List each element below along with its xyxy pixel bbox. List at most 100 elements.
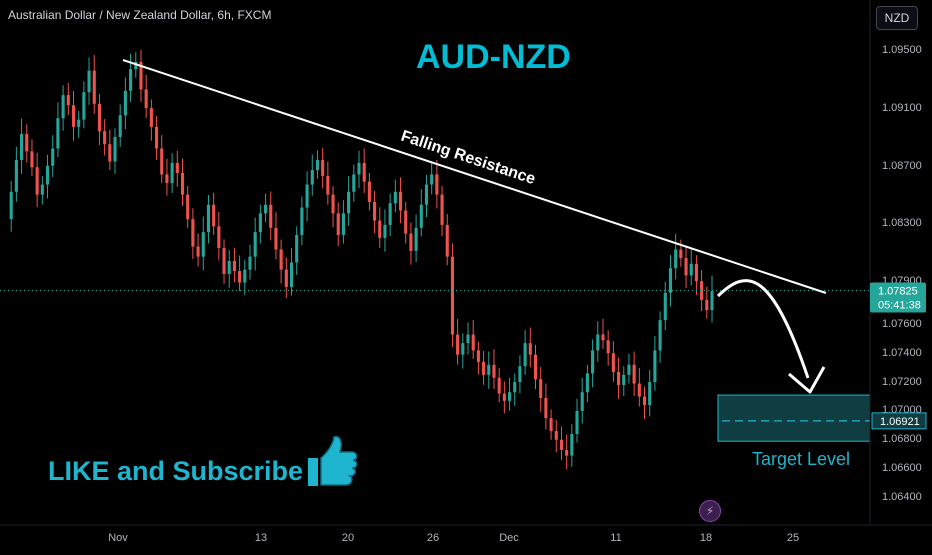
candle-body bbox=[362, 162, 366, 182]
target-zone-box bbox=[717, 394, 871, 442]
candle-body bbox=[144, 89, 148, 109]
candle-body bbox=[154, 126, 159, 149]
target-price-tag bbox=[871, 412, 927, 430]
candle-body bbox=[92, 70, 96, 104]
candle-body bbox=[606, 340, 610, 354]
candle-body bbox=[497, 377, 501, 394]
x-tick-label: 20 bbox=[342, 532, 354, 544]
price-countdown-label: 05:41:38 bbox=[878, 300, 921, 312]
candle-body bbox=[622, 374, 626, 385]
current-price-tag bbox=[870, 282, 926, 313]
candle-body bbox=[409, 233, 413, 251]
candle-body bbox=[533, 354, 538, 380]
candle-body bbox=[487, 364, 491, 375]
candle-body bbox=[321, 160, 325, 176]
candle-body bbox=[264, 204, 268, 214]
candle-body bbox=[118, 115, 122, 137]
candle-body bbox=[232, 260, 236, 272]
candle-body bbox=[284, 269, 288, 287]
trendline-falling-resistance bbox=[122, 59, 827, 294]
y-tick-label: 1.06400 bbox=[882, 491, 922, 503]
candle-body bbox=[710, 291, 714, 310]
candle-body bbox=[367, 181, 371, 202]
candle-body bbox=[653, 350, 657, 383]
candle-body bbox=[637, 383, 641, 397]
x-tick-label: 11 bbox=[610, 532, 621, 544]
candle-body bbox=[435, 174, 439, 195]
projection-arrow-head bbox=[788, 366, 826, 394]
candle-body bbox=[617, 371, 621, 385]
candle-body bbox=[658, 320, 662, 351]
projection-arrow-path bbox=[716, 279, 810, 379]
candle-body bbox=[419, 204, 423, 228]
candle-body bbox=[482, 361, 486, 375]
candle-body bbox=[430, 174, 434, 185]
candle-body bbox=[373, 201, 377, 221]
candle-body bbox=[679, 249, 683, 259]
currency-button[interactable]: NZD bbox=[876, 6, 918, 30]
candle-body bbox=[56, 118, 60, 149]
candle-body bbox=[393, 191, 397, 204]
candle-body bbox=[61, 95, 65, 119]
candle-body bbox=[196, 246, 200, 257]
candle-body bbox=[300, 207, 304, 236]
candle-body bbox=[632, 364, 636, 384]
candle-body bbox=[684, 258, 688, 276]
x-tick-label: Nov bbox=[108, 532, 128, 544]
candle-body bbox=[591, 350, 595, 374]
candle-body bbox=[705, 299, 709, 310]
x-tick-label: 13 bbox=[255, 532, 267, 544]
candle-body bbox=[611, 353, 615, 372]
candle-body bbox=[82, 92, 86, 120]
candle-body bbox=[113, 136, 117, 162]
lightning-icon[interactable]: ⚡ bbox=[699, 500, 721, 522]
candle-body bbox=[663, 292, 667, 321]
y-tick-label: 1.08700 bbox=[882, 160, 922, 172]
candle-body bbox=[414, 227, 418, 251]
candle-body bbox=[357, 162, 361, 175]
candle-body bbox=[471, 334, 475, 351]
promo-text: LIKE and Subscribe bbox=[48, 456, 304, 486]
candle-body bbox=[212, 204, 216, 227]
candle-body bbox=[627, 364, 631, 375]
candle-body bbox=[103, 131, 107, 145]
candle-body bbox=[289, 262, 294, 287]
candle-body bbox=[129, 69, 133, 91]
candle-body bbox=[310, 170, 314, 185]
candle-body bbox=[492, 364, 496, 378]
candle-body bbox=[35, 167, 39, 195]
candle-body bbox=[253, 232, 257, 257]
candle-body bbox=[206, 204, 211, 233]
candle-body bbox=[243, 269, 247, 283]
candle-body bbox=[51, 148, 55, 166]
y-tick-label: 1.07600 bbox=[882, 318, 922, 330]
candle-body bbox=[539, 379, 543, 398]
candle-body bbox=[383, 224, 387, 238]
candle-body bbox=[565, 449, 569, 456]
candle-body bbox=[388, 203, 392, 225]
candle-body bbox=[601, 334, 605, 341]
candle-body bbox=[274, 227, 278, 250]
candle-body bbox=[507, 392, 512, 401]
y-tick-label: 1.09100 bbox=[882, 102, 922, 114]
candle-body bbox=[518, 366, 522, 383]
candle-body bbox=[461, 343, 465, 355]
candle-body bbox=[575, 410, 579, 434]
candle-body bbox=[326, 175, 330, 195]
candle-body bbox=[9, 191, 13, 220]
candle-body bbox=[424, 184, 429, 205]
candle-body bbox=[217, 226, 221, 248]
candle-body bbox=[450, 256, 454, 335]
candle-body bbox=[700, 281, 704, 300]
candle-body bbox=[25, 134, 29, 152]
candle-body bbox=[476, 350, 480, 362]
candle-body bbox=[269, 204, 273, 228]
y-tick-label: 1.07200 bbox=[882, 376, 922, 388]
symbol-title: Australian Dollar / New Zealand Dollar, … bbox=[8, 8, 272, 22]
candle-body bbox=[238, 271, 242, 283]
candle-body bbox=[149, 108, 153, 127]
candle-body bbox=[14, 160, 18, 192]
